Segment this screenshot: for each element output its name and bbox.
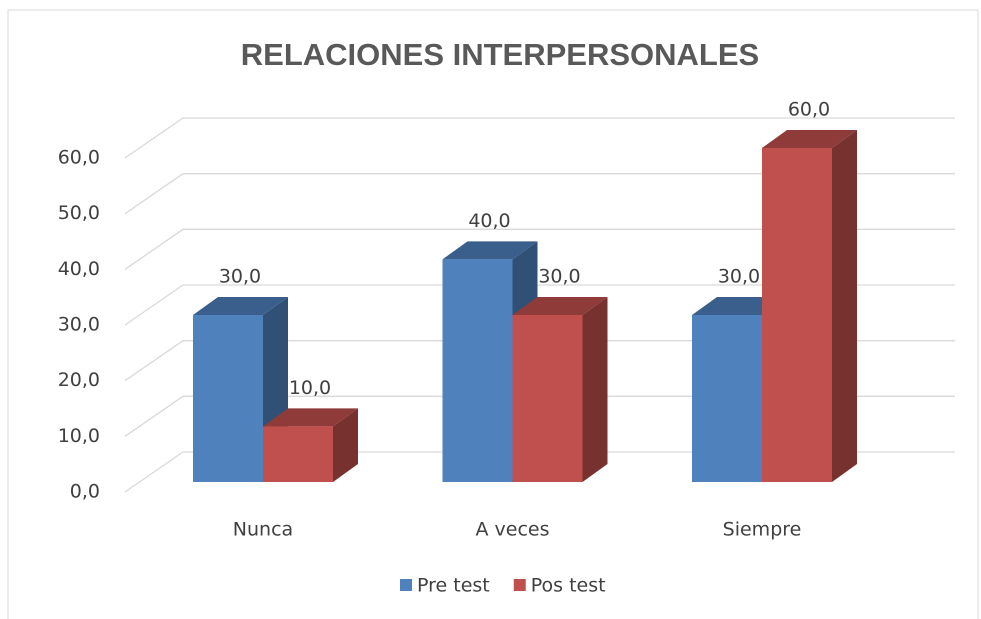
x-tick-label: Siempre [723,519,802,541]
grid-line [124,284,955,326]
bar-front [692,315,762,482]
bar-top [442,241,538,260]
legend-swatch [513,579,526,591]
chart-border [7,9,979,619]
legend-swatch [400,579,412,591]
x-tick-label: A veces [475,519,549,541]
y-tick-label: 10,0 [58,425,100,447]
bar-front [263,426,333,482]
bar-side [832,130,857,482]
y-tick-label: 40,0 [58,258,100,280]
legend-label: Pre test [417,575,490,597]
bar-front [442,259,513,482]
data-label: 30,0 [718,266,760,288]
bar [512,297,608,482]
y-tick-label: 30,0 [58,314,100,336]
bar [193,297,288,482]
y-tick-label: 50,0 [58,202,100,224]
bar-front [512,315,583,482]
bar-top [512,297,608,315]
bar-side [582,297,608,482]
y-tick-label: 60,0 [58,147,100,169]
legend-label: Pos test [531,575,606,597]
data-label: 30,0 [538,266,580,288]
data-label: 10,0 [289,377,331,399]
bar-top [263,408,358,427]
bar-side [333,408,358,482]
grid-line [124,117,955,159]
bar-front [762,148,832,482]
data-label: 40,0 [468,210,510,232]
chart-title: RELACIONES INTERPERSONALES [241,37,759,72]
data-label: 30,0 [219,266,261,288]
bar-front [193,315,263,482]
y-tick-label: 0,0 [70,481,100,503]
data-label: 60,0 [788,99,830,121]
bar-top [193,297,288,315]
grid-line [124,228,955,270]
x-tick-label: Nunca [233,519,293,541]
grid-line [124,173,955,215]
y-tick-label: 20,0 [58,369,100,391]
bar [263,408,358,482]
bar [762,130,857,482]
bar-top [762,130,857,148]
